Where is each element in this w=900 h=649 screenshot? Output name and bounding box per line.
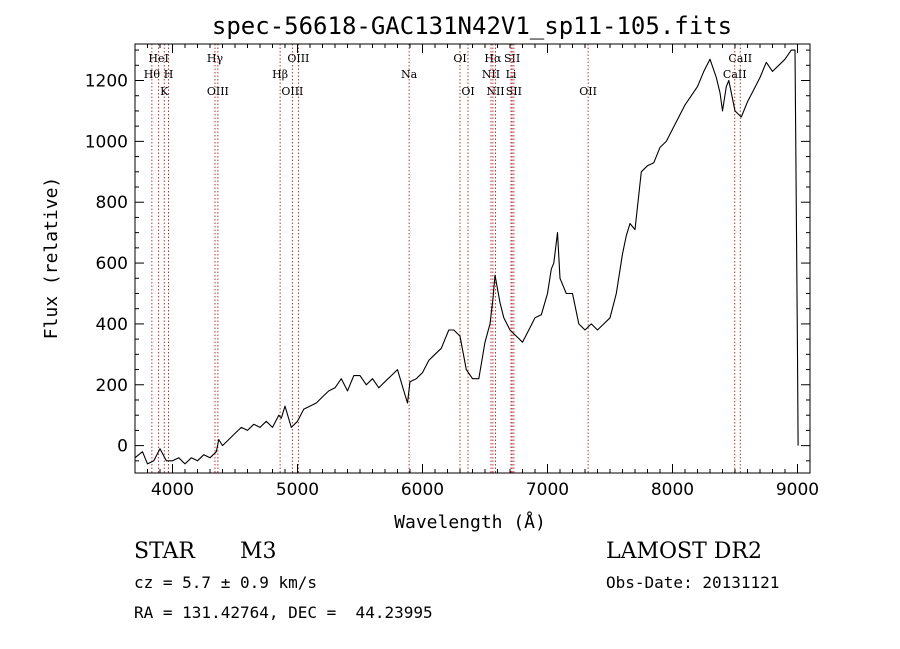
line-label-middle-0: Hθ bbox=[144, 68, 161, 81]
x-tick-label-4000: 4000 bbox=[151, 480, 194, 500]
spectrum-series-0 bbox=[134, 49, 799, 465]
x-tick-label-9000: 9000 bbox=[776, 480, 819, 500]
redshift-readout: cz = 5.7 ± 0.9 km/s bbox=[134, 573, 318, 592]
survey-name: LAMOST DR2 bbox=[606, 539, 762, 564]
line-label-middle-4: NII bbox=[482, 68, 500, 81]
y-tick-label-200: 200 bbox=[96, 376, 128, 396]
line-label-bottom-3: OI bbox=[461, 85, 474, 98]
line-label-bottom-1: OIII bbox=[207, 85, 229, 98]
line-label-top-4: Hα bbox=[484, 52, 502, 65]
y-tick-label-0: 0 bbox=[117, 437, 128, 457]
y-tick-label-1000: 1000 bbox=[85, 132, 128, 152]
chart-title: spec-56618-GAC131N42V1_sp11-105.fits bbox=[212, 12, 732, 40]
line-label-middle-3: Na bbox=[401, 68, 418, 81]
line-label-bottom-2: OIII bbox=[281, 85, 303, 98]
line-label-top-6: CaII bbox=[728, 52, 752, 65]
y-axis-label: Flux (relative) bbox=[41, 177, 62, 340]
plot-frame bbox=[134, 43, 811, 474]
y-tick-label-600: 600 bbox=[96, 254, 128, 274]
x-tick-label-5000: 5000 bbox=[276, 480, 319, 500]
y-tick-label-400: 400 bbox=[96, 315, 128, 335]
y-tick-label-800: 800 bbox=[96, 193, 128, 213]
x-tick-label-6000: 6000 bbox=[401, 480, 444, 500]
x-axis-label: Wavelength (Å) bbox=[394, 511, 546, 533]
object-subclass: M3 bbox=[240, 539, 277, 564]
line-label-bottom-5: SII bbox=[506, 85, 522, 98]
x-tick-label-8000: 8000 bbox=[651, 480, 694, 500]
object-class: STAR bbox=[134, 539, 195, 564]
line-label-middle-1: H bbox=[164, 68, 174, 81]
line-label-top-1: Hγ bbox=[207, 52, 224, 65]
observation-date: Obs-Date: 20131121 bbox=[606, 573, 780, 592]
coordinates-readout: RA = 131.42764, DEC = 44.23995 bbox=[134, 603, 433, 622]
line-label-middle-6: CaII bbox=[723, 68, 747, 81]
y-tick-label-1200: 1200 bbox=[85, 72, 128, 92]
line-label-bottom-6: OII bbox=[579, 85, 597, 98]
line-label-middle-2: Hβ bbox=[272, 68, 288, 81]
line-label-bottom-4: NII bbox=[486, 85, 504, 98]
line-label-bottom-0: K bbox=[160, 85, 169, 98]
x-tick-label-7000: 7000 bbox=[526, 480, 569, 500]
line-label-top-3: OI bbox=[453, 52, 466, 65]
line-label-top-2: OIII bbox=[287, 52, 309, 65]
line-label-middle-5: Li bbox=[506, 68, 517, 81]
line-label-top-5: SII bbox=[504, 52, 520, 65]
line-label-top-0: HeI bbox=[148, 52, 168, 65]
